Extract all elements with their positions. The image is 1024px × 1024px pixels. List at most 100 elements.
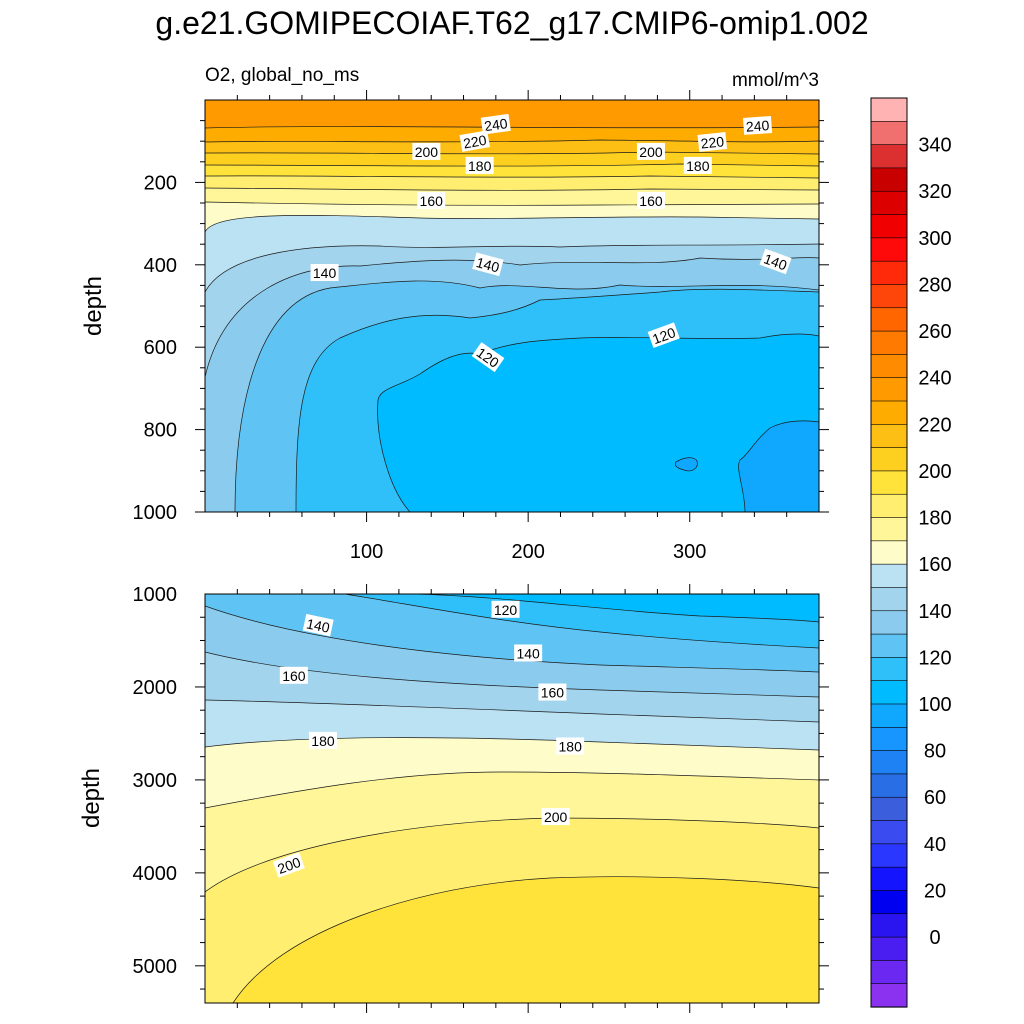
contour-label-box bbox=[759, 248, 792, 275]
contour-label-box bbox=[459, 130, 491, 152]
contour-label-text: 200 bbox=[639, 144, 663, 160]
colorbar-box bbox=[870, 493, 908, 519]
contour-label-box bbox=[310, 264, 339, 282]
colorbar-box bbox=[870, 820, 908, 845]
contour-label-text: 220 bbox=[700, 133, 725, 151]
upper-y-ticks: 200 400 600 800 1000 bbox=[133, 120, 829, 524]
colorbar-box bbox=[870, 563, 908, 589]
lower-y-tick-label: 1000 bbox=[133, 584, 178, 606]
contour-label-text: 140 bbox=[762, 250, 790, 273]
contour-label-text: 180 bbox=[558, 738, 582, 754]
colorbar-box bbox=[870, 796, 908, 822]
colorbar-box bbox=[870, 237, 908, 262]
colorbar-box bbox=[870, 540, 908, 565]
contour-label-text: 200 bbox=[415, 144, 439, 160]
colorbar-box bbox=[870, 97, 908, 122]
contour-label-text: 160 bbox=[420, 193, 444, 209]
colorbar: 3403203002802602402202001801601401201008… bbox=[870, 97, 952, 1008]
lower-contour-labels: 120 140 140 160 160 180 180 200 200 bbox=[272, 600, 585, 878]
colorbar-box bbox=[870, 610, 908, 635]
contour-label-box bbox=[636, 191, 665, 209]
lower-contour-label: 180 bbox=[308, 731, 337, 749]
colorbar-label: 160 bbox=[918, 554, 951, 576]
colorbar-box bbox=[870, 983, 908, 1008]
upper-contour-label: 120 bbox=[647, 322, 680, 348]
figure-title: g.e21.GOMIPECOIAF.T62_g17.CMIP6-omip1.00… bbox=[155, 5, 868, 41]
colorbar-box bbox=[870, 890, 908, 915]
colorbar-box bbox=[870, 144, 908, 169]
colorbar-box bbox=[870, 214, 908, 239]
contour-label-box bbox=[636, 142, 665, 160]
upper-contour-label: 140 bbox=[472, 252, 504, 277]
lower-x-ticks bbox=[236, 584, 788, 1013]
contour-label-box bbox=[472, 252, 504, 277]
contour-label-text: 200 bbox=[544, 809, 568, 825]
colorbar-box bbox=[870, 913, 908, 938]
colorbar-label: 120 bbox=[918, 647, 951, 669]
fill-band-110-120 bbox=[377, 334, 819, 512]
contour-label-text: 240 bbox=[483, 115, 509, 134]
colorbar-box bbox=[870, 633, 908, 658]
colorbar-label: 60 bbox=[924, 787, 946, 809]
upper-y-tick-label: 400 bbox=[144, 255, 177, 277]
upper-contour-label: 200 bbox=[412, 142, 441, 160]
contour-label-text: 160 bbox=[639, 193, 663, 209]
contour-label-box bbox=[465, 156, 494, 174]
contour-label-box bbox=[556, 737, 585, 755]
colorbar-box bbox=[870, 936, 908, 961]
colorbar-box bbox=[870, 657, 908, 682]
colorbar-box bbox=[870, 354, 908, 379]
upper-contour-label: 180 bbox=[683, 156, 712, 174]
lower-y-tick-label: 4000 bbox=[133, 863, 178, 885]
lower-contour-label: 200 bbox=[272, 852, 305, 878]
colorbar-box bbox=[870, 727, 908, 752]
upper-contour-label: 220 bbox=[697, 132, 728, 152]
lower-y-tick-label: 2000 bbox=[133, 677, 178, 699]
colorbar-box bbox=[870, 260, 908, 286]
lower-contour-label: 160 bbox=[538, 683, 567, 701]
contour-label-box bbox=[697, 132, 728, 152]
colorbar-box bbox=[870, 470, 908, 495]
upper-x-tick-label: 300 bbox=[673, 541, 706, 563]
contour-label-text: 180 bbox=[686, 158, 710, 174]
colorbar-box bbox=[870, 866, 908, 892]
colorbar-box bbox=[870, 680, 908, 705]
contour-label-text: 240 bbox=[745, 117, 770, 135]
contour-label-box bbox=[272, 852, 305, 878]
colorbar-label: 20 bbox=[924, 880, 946, 902]
lower-y-ticks: 1000 2000 3000 4000 5000 bbox=[133, 584, 829, 990]
upper-contour-label: 200 bbox=[636, 142, 665, 160]
contour-label-box bbox=[647, 322, 680, 348]
colorbar-label: 180 bbox=[918, 508, 951, 530]
contour-label-box bbox=[302, 613, 334, 637]
colorbar-box bbox=[870, 400, 908, 425]
colorbar-box bbox=[870, 307, 908, 332]
contour-label-box bbox=[471, 342, 505, 373]
contour-label-text: 140 bbox=[305, 615, 331, 636]
contour-label-text: 160 bbox=[541, 685, 565, 701]
colorbar-box bbox=[870, 750, 908, 775]
colorbar-label: 100 bbox=[918, 694, 951, 716]
contour-label-box bbox=[538, 683, 567, 701]
colorbar-box bbox=[870, 330, 908, 355]
lower-contour-label: 140 bbox=[514, 644, 543, 662]
contour-label-box bbox=[743, 116, 773, 135]
lower-contour-label: 160 bbox=[279, 666, 308, 684]
variable-label: O2, global_no_ms bbox=[205, 65, 359, 86]
upper-contour-label: 160 bbox=[417, 191, 446, 209]
contour-label-text: 120 bbox=[494, 602, 518, 618]
contour-label-box bbox=[417, 191, 446, 209]
colorbar-label: 240 bbox=[918, 368, 951, 390]
contour-label-box bbox=[308, 731, 337, 749]
colorbar-box bbox=[870, 121, 908, 146]
lower-y-tick-label: 3000 bbox=[133, 770, 178, 792]
lower-contour-lines bbox=[205, 594, 819, 1003]
colorbar-label: 340 bbox=[918, 135, 951, 157]
upper-contour-label: 140 bbox=[759, 248, 792, 275]
colorbar-label: 260 bbox=[918, 321, 951, 343]
contour-label-text: 200 bbox=[275, 854, 303, 877]
contour-label-text: 180 bbox=[311, 733, 335, 749]
